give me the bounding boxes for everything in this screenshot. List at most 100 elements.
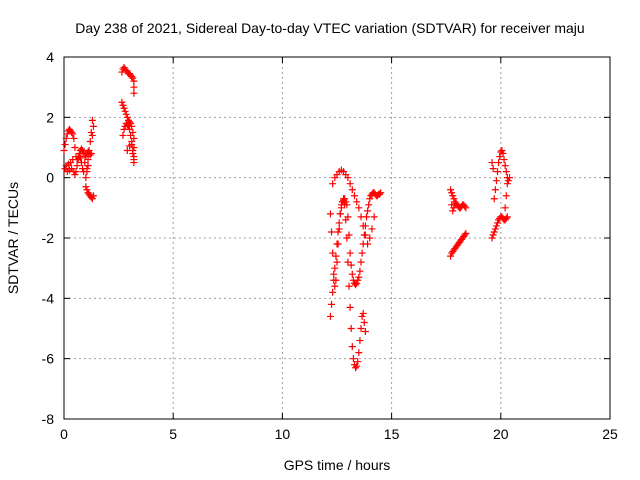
data-point	[121, 107, 129, 115]
data-point	[492, 222, 500, 230]
data-point	[62, 162, 70, 170]
data-point	[353, 198, 361, 206]
data-point	[118, 98, 126, 106]
data-point	[451, 201, 459, 209]
data-point	[347, 261, 355, 269]
data-point	[74, 153, 82, 161]
data-point	[328, 228, 336, 236]
x-axis-label: GPS time / hours	[284, 457, 391, 473]
data-point	[355, 273, 363, 281]
data-point	[86, 137, 94, 145]
data-point	[73, 162, 81, 170]
data-point	[352, 281, 360, 289]
data-point	[353, 362, 361, 370]
data-point	[81, 159, 89, 167]
data-point	[365, 201, 373, 209]
data-point	[330, 276, 338, 284]
data-point	[329, 288, 337, 296]
data-point	[368, 225, 376, 233]
data-point	[342, 216, 350, 224]
data-point	[348, 270, 356, 278]
data-point	[333, 258, 341, 266]
data-point	[120, 104, 128, 112]
data-point	[127, 131, 135, 139]
x-tick-label: 20	[493, 426, 509, 442]
data-point	[126, 142, 134, 150]
data-point	[356, 337, 364, 345]
data-point	[344, 174, 352, 182]
data-point	[366, 195, 374, 203]
data-point	[88, 131, 96, 139]
data-point	[60, 147, 68, 155]
data-point	[346, 249, 354, 257]
data-point	[492, 177, 500, 185]
data-point	[89, 122, 97, 130]
data-point	[347, 325, 355, 332]
data-point	[75, 150, 83, 158]
data-point	[503, 213, 511, 221]
data-point	[328, 300, 336, 308]
data-point	[89, 192, 97, 200]
data-point	[357, 258, 365, 266]
data-point	[358, 249, 366, 257]
data-point	[496, 153, 504, 161]
data-point	[86, 151, 94, 159]
data-point	[130, 83, 138, 91]
data-point	[88, 195, 96, 203]
data-point	[62, 134, 70, 142]
data-point	[452, 199, 460, 207]
y-tick-label: -6	[42, 351, 55, 367]
data-point	[326, 312, 334, 320]
data-point	[501, 204, 509, 212]
data-point	[361, 328, 369, 336]
data-point	[130, 153, 138, 161]
data-point	[354, 358, 362, 366]
x-tick-label: 0	[60, 426, 68, 442]
data-point	[490, 228, 498, 236]
y-tick-label: 4	[46, 49, 54, 65]
data-point	[364, 207, 372, 215]
data-point	[340, 195, 348, 203]
data-point	[344, 258, 352, 266]
y-tick-label: -4	[42, 290, 55, 306]
data-point	[68, 128, 76, 136]
data-point	[331, 282, 339, 290]
data-point	[348, 186, 356, 194]
data-point	[366, 234, 374, 242]
data-point	[501, 162, 509, 170]
data-point	[84, 156, 92, 164]
data-point	[122, 110, 130, 118]
y-tick-label: -8	[42, 411, 55, 427]
data-point	[370, 213, 378, 221]
data-point	[331, 264, 339, 272]
data-point	[77, 145, 85, 153]
data-point	[345, 282, 353, 290]
chart-title: Day 238 of 2021, Sidereal Day-to-day VTE…	[75, 20, 584, 36]
data-point	[84, 162, 92, 170]
data-point	[504, 177, 512, 185]
data-point	[500, 156, 508, 164]
data-point	[447, 186, 455, 194]
data-point	[497, 148, 505, 156]
data-point	[488, 234, 496, 242]
y-tick-label: 2	[46, 109, 54, 125]
data-point	[71, 171, 79, 179]
data-point	[335, 219, 343, 227]
y-axis-label: SDTVAR / TECUs	[5, 182, 21, 294]
data-point	[82, 183, 90, 191]
data-series	[118, 64, 138, 167]
data-point	[346, 180, 354, 188]
data-point	[352, 364, 360, 372]
data-point	[359, 222, 367, 230]
data-point	[488, 159, 496, 167]
data-point	[489, 231, 497, 239]
data-point	[490, 195, 498, 203]
data-point	[128, 137, 136, 145]
data-point	[491, 225, 499, 233]
data-point	[121, 122, 129, 130]
data-point	[119, 101, 127, 109]
data-point	[326, 210, 334, 218]
data-point	[449, 192, 457, 200]
data-point	[119, 131, 127, 139]
data-point	[130, 77, 138, 85]
